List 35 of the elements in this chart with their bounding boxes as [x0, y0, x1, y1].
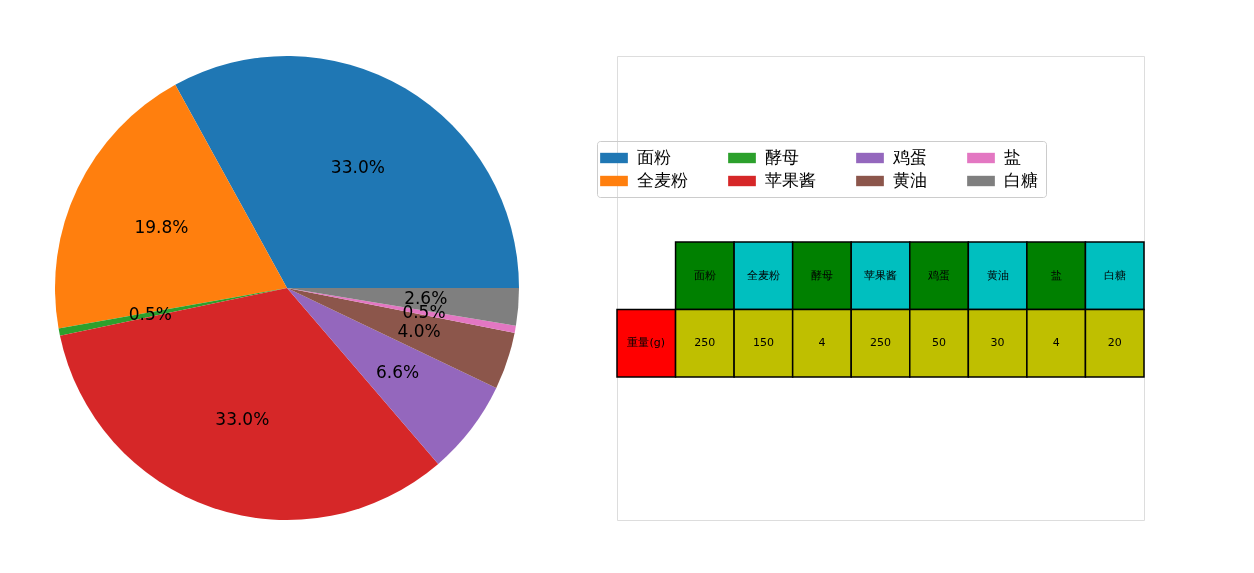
legend-label: 鸡蛋	[892, 147, 927, 167]
data-label: 33.0%	[330, 157, 385, 178]
pie-slice	[287, 288, 519, 326]
legend-label: 苹果酱	[765, 170, 816, 190]
pie-slice	[55, 84, 287, 329]
category-label: 全麦粉	[746, 268, 780, 282]
legend-label: 全麦粉	[637, 170, 688, 190]
category-label: 酵母	[810, 268, 833, 282]
pie-slice	[58, 288, 287, 336]
data-label: 6.6%	[375, 361, 420, 382]
category-label: 鸡蛋	[928, 268, 951, 282]
pie-slice	[287, 288, 497, 464]
data-label: 4.0%	[397, 320, 441, 341]
text: 50	[932, 336, 947, 350]
pie-slice	[287, 288, 515, 389]
category-label: 盐	[1050, 268, 1062, 282]
data-label: 19.8%	[134, 216, 189, 237]
text: 30	[990, 336, 1005, 350]
legend-label: 黄油	[893, 170, 927, 190]
legend-label: 面粉	[637, 147, 671, 167]
text: 250	[694, 336, 716, 350]
text: 重量(g)	[627, 336, 666, 350]
text: 20	[1107, 336, 1122, 350]
slice-label: 面粉	[693, 268, 716, 282]
text: 250	[870, 336, 891, 350]
category-label: 苹果酱	[864, 268, 897, 282]
data-label: 33.0%	[215, 408, 270, 429]
category-label: 黄油	[986, 268, 1009, 282]
text: 4	[818, 336, 826, 350]
category-label: 白糖	[1103, 268, 1126, 282]
text: 150	[752, 336, 774, 350]
legend-label: 白糖	[1004, 170, 1038, 190]
legend-label: 酵母	[765, 147, 799, 167]
text: 4	[1052, 336, 1060, 350]
legend-label: 盐	[1004, 147, 1021, 167]
